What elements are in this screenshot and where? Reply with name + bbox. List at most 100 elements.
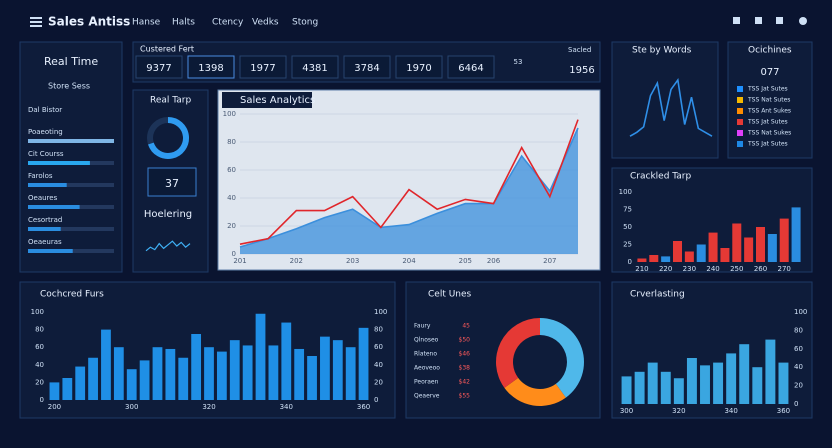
y-tick-label: 80 bbox=[794, 326, 803, 334]
nav-item: Stong bbox=[292, 18, 318, 28]
x-tick-label: 340 bbox=[724, 407, 737, 415]
kpi-value: 1977 bbox=[250, 63, 275, 74]
line bbox=[629, 78, 713, 137]
bar bbox=[621, 376, 632, 404]
donut-slice bbox=[496, 318, 540, 388]
y-tick-label: 40 bbox=[374, 361, 383, 369]
number-box bbox=[147, 167, 197, 197]
y-tick-label: 75 bbox=[623, 206, 632, 214]
y-tick-label: 100 bbox=[223, 110, 236, 118]
bar bbox=[345, 347, 356, 400]
bar bbox=[791, 207, 801, 262]
y-tick-label: 80 bbox=[227, 138, 236, 146]
top-icons[interactable] bbox=[733, 17, 807, 25]
progress-bar bbox=[28, 183, 67, 187]
bar bbox=[358, 327, 369, 400]
y-tick-label: 20 bbox=[227, 222, 236, 230]
x-tick-label: 205 bbox=[459, 257, 472, 265]
lasting-title: Crverlasting bbox=[630, 290, 685, 300]
kpi-value: 6464 bbox=[458, 63, 483, 74]
kpi-tile bbox=[135, 55, 183, 79]
y-tick-label: 100 bbox=[794, 308, 807, 316]
bar bbox=[732, 223, 742, 262]
x-tick-label: 206 bbox=[487, 257, 501, 265]
y-tick-label: 80 bbox=[374, 326, 383, 334]
sidebar-label: Cit Courss bbox=[28, 150, 64, 158]
bar bbox=[744, 237, 754, 262]
legend-label: TSS Jat Sutes bbox=[747, 119, 788, 126]
bar bbox=[755, 227, 766, 262]
x-tick-label: 300 bbox=[620, 407, 633, 415]
kpi-title: Custered Fert bbox=[140, 45, 194, 54]
kpi-note: Sacled bbox=[568, 46, 591, 54]
bar bbox=[101, 329, 111, 400]
furs-title: Cochcred Furs bbox=[40, 290, 104, 300]
kpi-tile bbox=[187, 55, 235, 79]
sales-title-bg bbox=[222, 92, 312, 108]
donut-slice bbox=[504, 377, 566, 407]
sparkline bbox=[145, 240, 191, 252]
kpi-value: 1398 bbox=[198, 63, 223, 74]
bar bbox=[229, 340, 240, 400]
x-tick-label: 201 bbox=[233, 257, 246, 265]
legend-swatch bbox=[737, 86, 743, 92]
legend-label: TSS Nat Sukes bbox=[747, 130, 791, 137]
legend-swatch bbox=[737, 108, 743, 114]
nav-item: Halts bbox=[172, 18, 195, 28]
bar bbox=[75, 366, 86, 400]
bar bbox=[726, 353, 737, 404]
kpi-tile bbox=[239, 55, 287, 79]
x-tick-label: 200 bbox=[48, 403, 61, 411]
bar bbox=[649, 255, 659, 262]
bar bbox=[765, 339, 776, 404]
y-tick-label: 100 bbox=[31, 308, 44, 316]
bar bbox=[88, 357, 98, 400]
words-title: Ste by Words bbox=[632, 46, 692, 56]
progress-bar bbox=[28, 227, 61, 231]
bar bbox=[778, 362, 789, 404]
y-tick-label: 60 bbox=[794, 345, 803, 353]
sidebar-panel bbox=[19, 41, 123, 273]
x-tick-label: 360 bbox=[777, 407, 790, 415]
x-tick-label: 210 bbox=[635, 265, 648, 273]
y-tick-label: 0 bbox=[628, 258, 632, 266]
y-tick-label: 80 bbox=[35, 326, 44, 334]
kpi-value: 4381 bbox=[302, 63, 327, 74]
legend-swatch bbox=[737, 141, 743, 147]
tarp-title: Crackled Tarp bbox=[630, 172, 691, 182]
y-tick-label: 20 bbox=[794, 382, 803, 390]
x-tick-label: 300 bbox=[125, 403, 138, 411]
bar bbox=[647, 362, 658, 404]
sales-title: Sales Analytics bbox=[240, 95, 315, 106]
y-tick-label: 100 bbox=[374, 308, 387, 316]
words-panel bbox=[611, 41, 719, 159]
bar bbox=[126, 369, 137, 400]
y-tick-label: 0 bbox=[794, 400, 798, 408]
bar bbox=[165, 348, 176, 400]
progress-bar bbox=[28, 161, 90, 165]
units-title: Celt Unes bbox=[428, 290, 472, 300]
table-label: Rlateno bbox=[414, 351, 437, 358]
x-tick-label: 203 bbox=[346, 257, 359, 265]
progress-bar bbox=[28, 205, 80, 209]
y-tick-label: 100 bbox=[619, 188, 632, 196]
bar bbox=[720, 248, 730, 262]
kpi-value: 9377 bbox=[146, 63, 171, 74]
progress-bar bbox=[28, 139, 114, 143]
machines-value: 077 bbox=[760, 67, 779, 78]
bar bbox=[204, 347, 214, 400]
bar bbox=[684, 251, 694, 262]
gauge-arc bbox=[148, 117, 189, 159]
x-tick-label: 204 bbox=[402, 257, 416, 265]
x-tick-label: 340 bbox=[280, 403, 293, 411]
x-tick-label: 320 bbox=[672, 407, 685, 415]
kpi-tile bbox=[291, 55, 339, 79]
kpi-small: 53 bbox=[514, 58, 523, 66]
menu-icon[interactable] bbox=[30, 17, 42, 27]
sidebar-label: Poaeoting bbox=[28, 128, 63, 136]
bar bbox=[332, 340, 343, 400]
progress-track bbox=[28, 183, 114, 187]
nav-item: Ctency bbox=[212, 18, 244, 28]
y-tick-label: 40 bbox=[35, 361, 44, 369]
legend-label: TSS Jat Sutes bbox=[747, 86, 788, 93]
